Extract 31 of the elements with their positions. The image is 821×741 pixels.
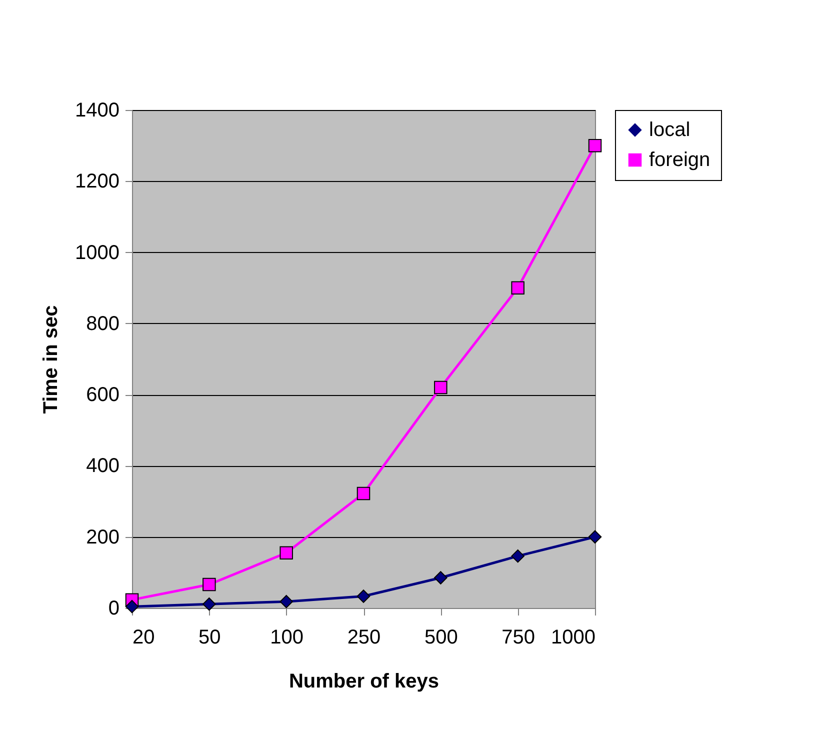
x-tick-label: 1000	[551, 626, 596, 648]
point	[280, 546, 293, 560]
x-tick-label: 500	[424, 626, 458, 648]
y-tick-label: 800	[86, 312, 120, 335]
point	[434, 571, 448, 584]
legend-label: local	[649, 119, 690, 141]
point	[356, 590, 370, 603]
x-tick-label: 750	[502, 626, 536, 648]
y-tick-label: 400	[86, 455, 120, 478]
y-tick-label: 200	[86, 526, 120, 548]
y-tick-label: 1000	[75, 242, 120, 264]
point	[356, 486, 370, 500]
point	[511, 549, 524, 563]
point	[280, 594, 293, 608]
point	[511, 281, 524, 294]
y-axis-title: Time in sec	[40, 305, 62, 414]
point	[588, 530, 602, 544]
x-tick-label: 250	[347, 626, 381, 648]
point	[202, 597, 216, 611]
x-axis-title: Number of keys	[288, 670, 440, 692]
x-tick-label: 20	[132, 626, 155, 648]
legend-label: foreign	[649, 149, 710, 171]
point	[202, 578, 216, 592]
point	[434, 380, 448, 394]
x-tick-label: 50	[198, 626, 221, 648]
y-tick-label: 0	[108, 598, 120, 620]
y-tick-label: 1200	[75, 170, 120, 193]
point	[588, 138, 602, 152]
y-tick-label: 1400	[75, 100, 120, 122]
x-tick-label: 100	[270, 626, 304, 648]
y-tick-label: 600	[86, 384, 120, 406]
